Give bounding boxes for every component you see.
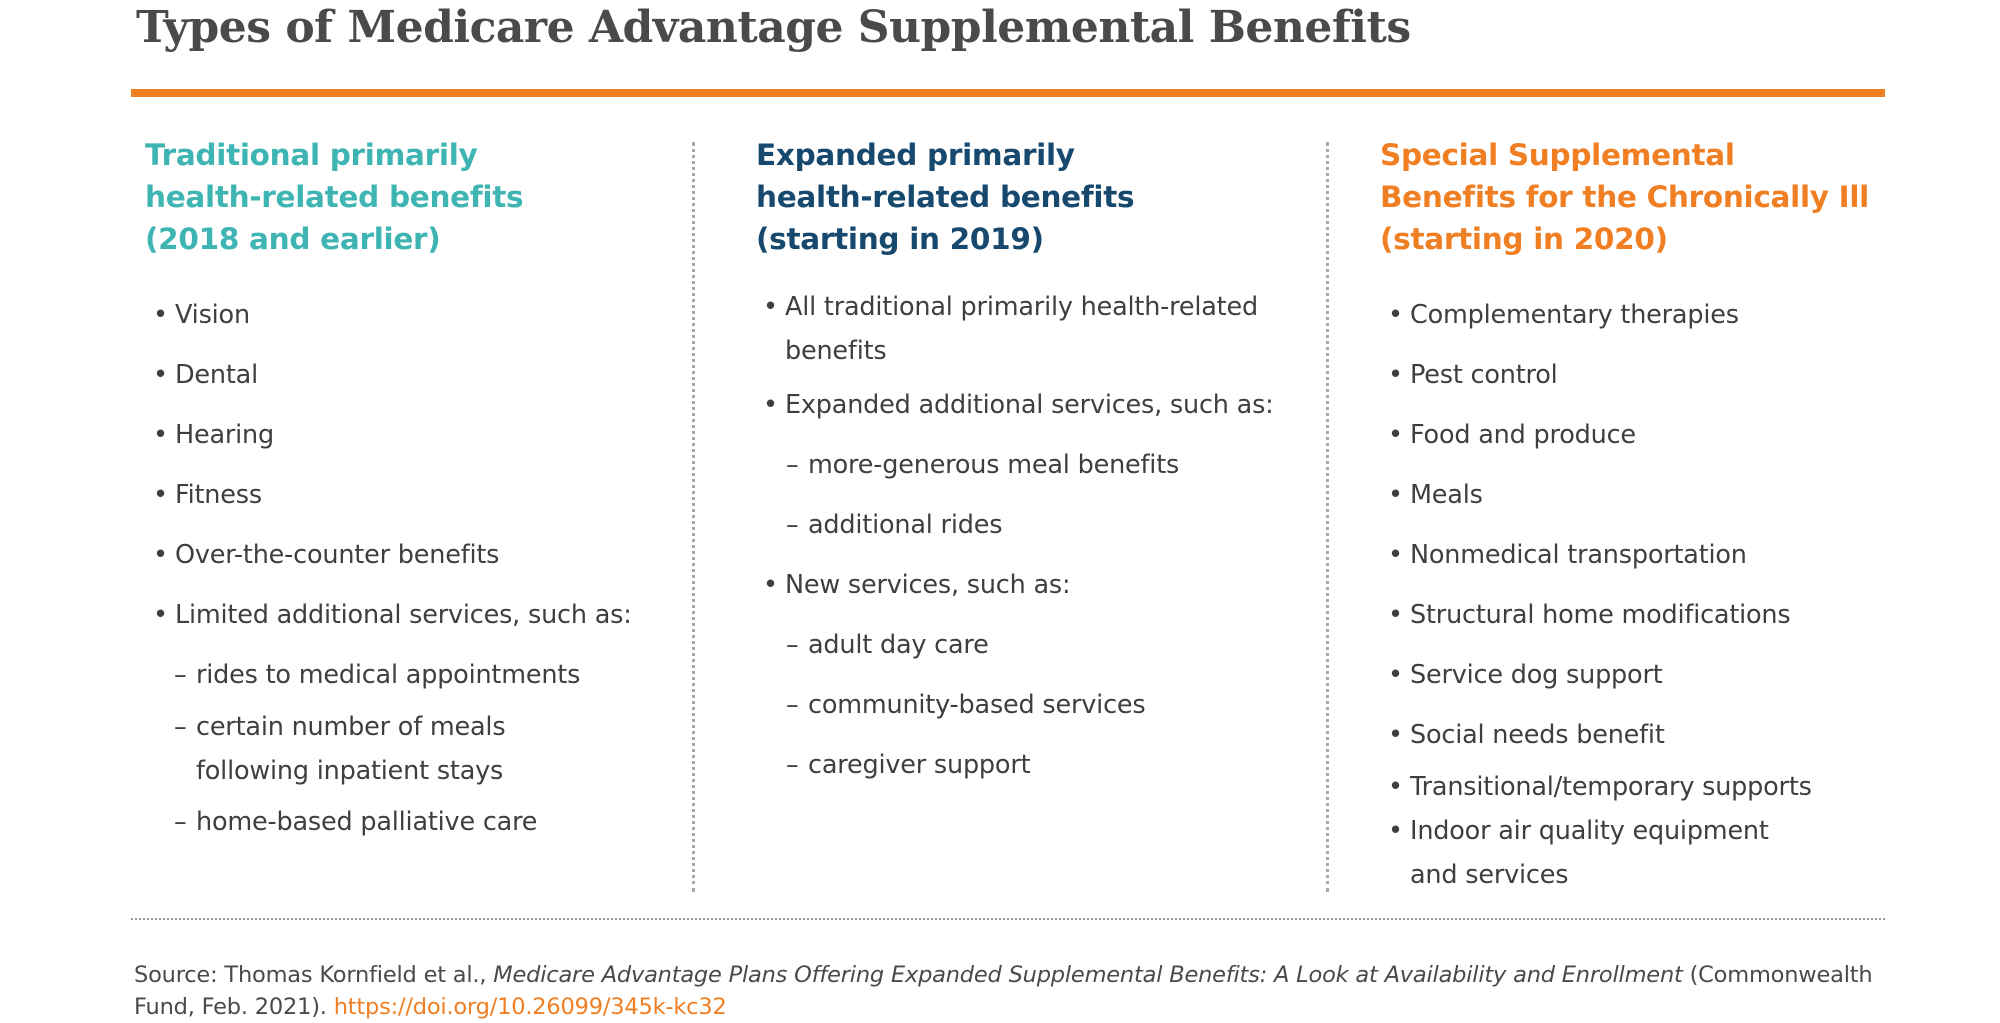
list-item: • Nonmedical transportation — [1388, 540, 1747, 570]
source-title: Medicare Advantage Plans Offering Expand… — [493, 961, 1683, 988]
column-traditional: Traditional primarily health-related ben… — [145, 134, 685, 260]
column-heading-expanded: Expanded primarily health-related benefi… — [756, 138, 1135, 256]
source-prefix: Source: Thomas Kornfield et al., — [134, 961, 494, 988]
list-item: • Hearing — [153, 420, 275, 450]
list-item: • Pest control — [1388, 360, 1558, 390]
sub-list-item: – home-based palliative care — [174, 807, 538, 837]
list-item: • Over-the-counter benefits — [153, 540, 500, 570]
sub-list-item: – certain number of meals following inpat… — [174, 712, 506, 786]
column-heading-ssbci: Special Supplemental Benefits for the Ch… — [1380, 138, 1869, 256]
list-item: • Fitness — [153, 480, 262, 510]
list-item: • Vision — [153, 300, 250, 330]
sub-list-item: – more-generous meal benefits — [786, 450, 1180, 480]
sub-list-item: – community-based services — [786, 690, 1146, 720]
page-title: Types of Medicare Advantage Supplemental… — [136, 2, 1411, 53]
footer-divider — [131, 918, 1885, 920]
title-underline — [131, 89, 1885, 97]
list-item: • Expanded additional services, such as: — [763, 390, 1274, 420]
sub-list-item: – adult day care — [786, 630, 989, 660]
list-item: • Structural home modifications — [1388, 600, 1791, 630]
list-item: • Dental — [153, 360, 258, 390]
sub-list-item: – rides to medical appointments — [174, 660, 581, 690]
source-suffix: (Commonwealth Fund, Feb. 2021). — [134, 961, 1873, 1020]
sub-list-item: – caregiver support — [786, 750, 1031, 780]
column-heading-traditional: Traditional primarily health-related ben… — [145, 138, 524, 256]
list-item: • Limited additional services, such as: — [153, 600, 632, 630]
column-expanded: Expanded primarily health-related benefi… — [756, 134, 1296, 260]
list-item: • Indoor air quality equipment and servic… — [1388, 816, 1769, 890]
source-citation: Source: Thomas Kornfield et al., Medicar… — [134, 959, 1894, 1023]
list-item: • All traditional primarily health-relate… — [763, 292, 1258, 366]
list-item: • Transitional/temporary supports — [1388, 772, 1812, 802]
column-divider-2 — [1326, 142, 1329, 892]
list-item: • Complementary therapies — [1388, 300, 1739, 330]
column-ssbci: Special Supplemental Benefits for the Ch… — [1380, 134, 1900, 260]
list-item: • Meals — [1388, 480, 1483, 510]
sub-list-item: – additional rides — [786, 510, 1003, 540]
source-doi-link[interactable]: https://doi.org/10.26099/345k-kc32 — [333, 993, 727, 1020]
list-item: • Social needs benefit — [1388, 720, 1665, 750]
column-divider-1 — [692, 142, 695, 892]
list-item: • Food and produce — [1388, 420, 1636, 450]
list-item: • New services, such as: — [763, 570, 1071, 600]
list-item: • Service dog support — [1388, 660, 1663, 690]
